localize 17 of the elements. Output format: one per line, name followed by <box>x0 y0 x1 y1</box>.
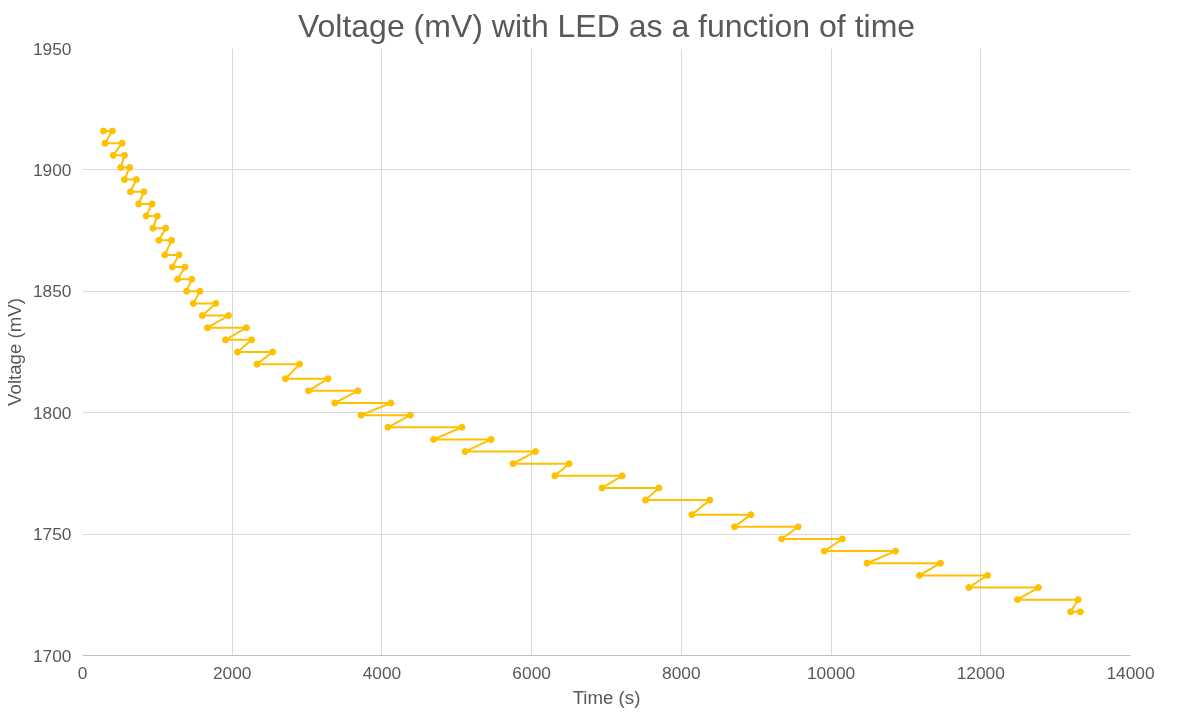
x-tick-label: 8000 <box>662 662 701 683</box>
chart-title: Voltage (mV) with LED as a function of time <box>297 7 916 44</box>
y-tick-label: 1900 <box>32 159 72 180</box>
y-tick-label: 1700 <box>32 645 72 666</box>
y-axis-title: Voltage (mV) <box>3 298 25 406</box>
y-tick-label: 1800 <box>32 402 72 423</box>
x-tick-label: 6000 <box>512 662 551 683</box>
x-tick-label: 0 <box>77 662 88 683</box>
x-tick-label: 2000 <box>212 662 252 683</box>
x-tick-label: 14000 <box>1106 662 1155 683</box>
x-tick-label: 4000 <box>362 662 402 683</box>
y-tick-label: 1950 <box>32 38 72 59</box>
x-tick-label: 12000 <box>956 662 1005 683</box>
y-tick-label: 1750 <box>32 524 72 545</box>
y-tick-label: 1850 <box>32 281 72 302</box>
x-tick-label: 10000 <box>806 662 856 683</box>
x-axis-title: Time (s) <box>572 686 641 708</box>
